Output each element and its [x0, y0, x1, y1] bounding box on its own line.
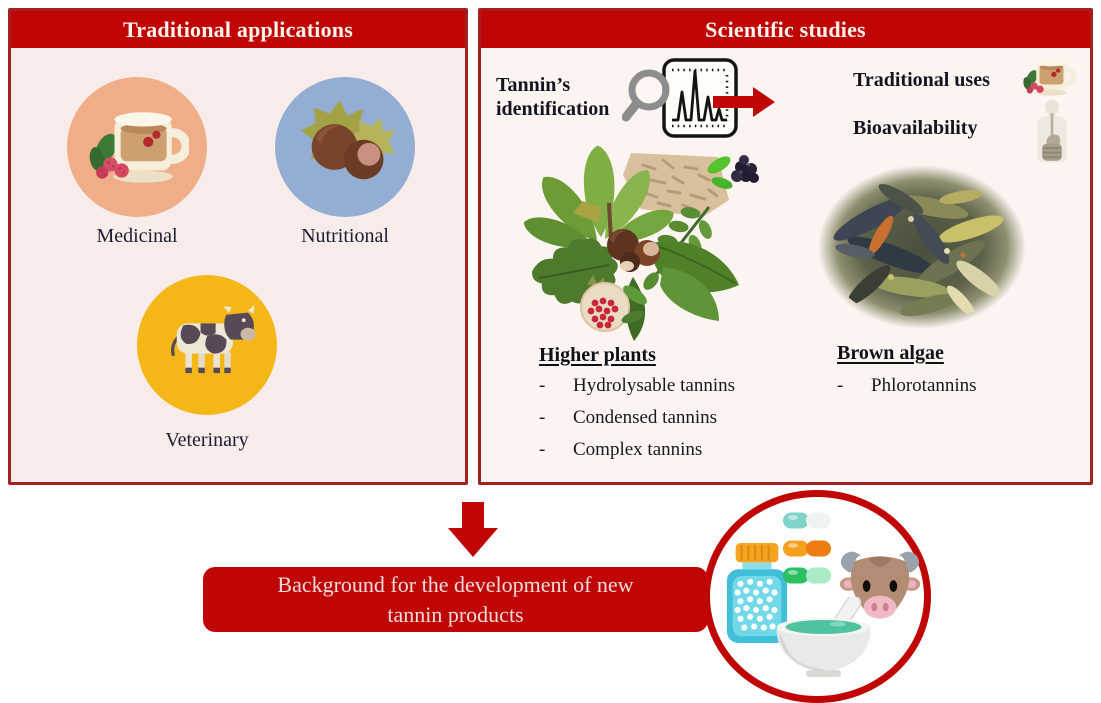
phlorotannins-item: Phlorotannins	[871, 375, 977, 396]
scientific-studies-title: Scientific studies	[705, 16, 866, 42]
capsules-icon	[783, 567, 831, 584]
brown-algae-photo	[818, 165, 1026, 329]
digestive-system-icon	[1036, 99, 1068, 163]
capsules-icon	[783, 512, 831, 529]
banner-line1: Background for the development of new	[277, 572, 634, 598]
red-arrow-right-icon	[713, 87, 775, 117]
cow-icon	[171, 305, 256, 374]
mortar-pestle-icon	[776, 597, 871, 677]
condensed-tannins-item: Condensed tannins	[573, 407, 718, 428]
higher-plants-photo	[519, 145, 759, 341]
list-item: - Condensed tannins	[539, 407, 717, 429]
nutritional-label: Nutritional	[301, 225, 389, 247]
hydrolysable-tannins-item: Hydrolysable tannins	[573, 375, 736, 396]
medicinal-label: Medicinal	[96, 225, 178, 247]
list-item: - Phlorotannins	[837, 375, 977, 397]
bullet-dash: -	[539, 407, 546, 428]
traditional-uses-label: Traditional uses	[853, 69, 990, 91]
bullet-dash: -	[539, 439, 546, 460]
pill-bottle-icon	[726, 543, 788, 644]
veterinary-label: Veterinary	[165, 429, 249, 451]
list-item: - Complex tannins	[539, 439, 702, 461]
teacup-icon	[1017, 53, 1079, 101]
traditional-applications-title: Traditional applications	[123, 16, 353, 42]
brown-algae-heading: Brown algae	[837, 342, 944, 364]
list-item: - Hydrolysable tannins	[539, 375, 735, 397]
scientific-studies-panel: Scientific studies Tannin’s identificati…	[478, 8, 1093, 485]
bullet-dash: -	[837, 375, 844, 396]
red-arrow-down-icon	[448, 502, 498, 557]
magnifier-spectrum-icon	[622, 58, 738, 138]
traditional-applications-panel: Traditional applications Medicinal Nutri…	[8, 8, 468, 485]
bull-head-icon	[839, 551, 921, 619]
tannin-products-circle	[703, 490, 931, 703]
higher-plants-heading: Higher plants	[539, 344, 656, 366]
teacup-icon	[85, 101, 189, 193]
bioavailability-label: Bioavailability	[853, 117, 978, 139]
tannins-identification-label: Tannin’s identification	[496, 74, 610, 120]
traditional-applications-header: Traditional applications	[11, 11, 465, 48]
capsules-icon	[783, 540, 831, 557]
complex-tannins-item: Complex tannins	[573, 439, 703, 460]
chestnuts-icon	[301, 100, 395, 180]
banner-line2: tannin products	[387, 601, 524, 627]
scientific-studies-header: Scientific studies	[481, 11, 1090, 48]
veterinary-badge	[137, 275, 277, 415]
conclusion-banner: Background for the development of new ta…	[203, 567, 708, 632]
medicinal-badge	[67, 77, 207, 217]
bullet-dash: -	[539, 375, 546, 396]
nutritional-badge	[275, 77, 415, 217]
